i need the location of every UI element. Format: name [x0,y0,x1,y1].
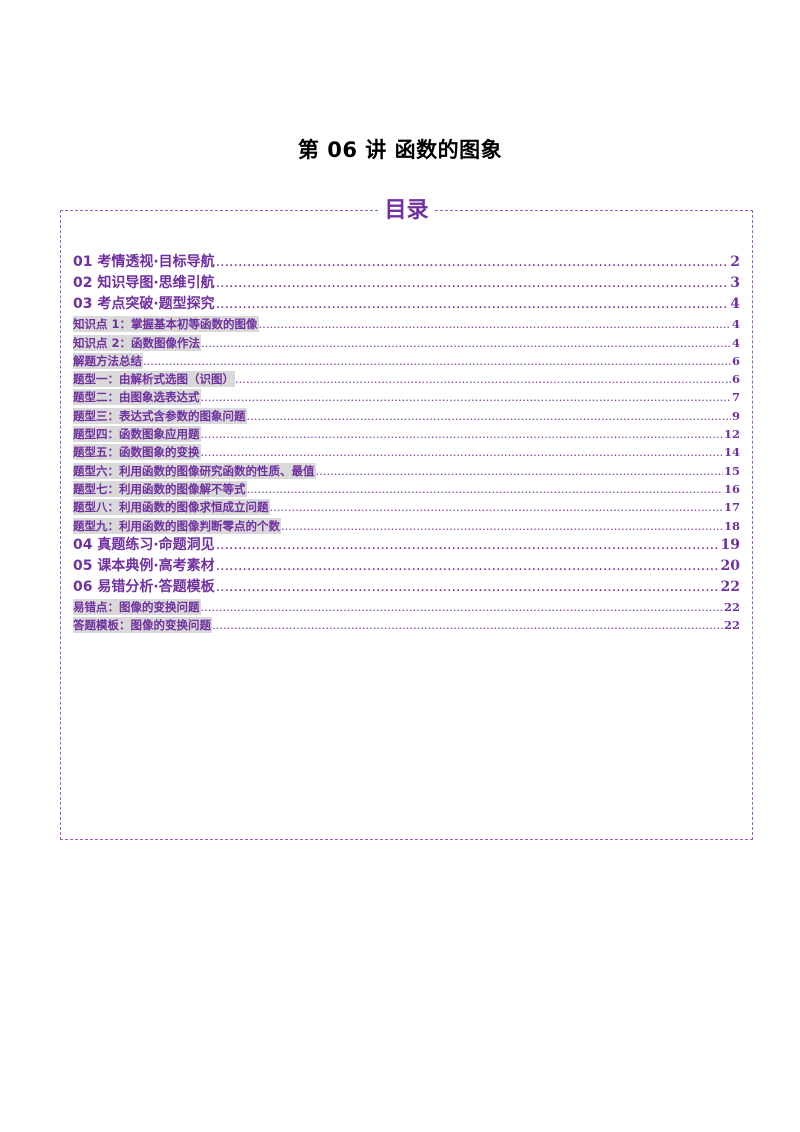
toc-item-page: 7 [731,390,740,405]
toc-leader-dots [216,536,720,555]
toc-leader-dots [201,389,731,405]
toc-leader-dots [201,444,723,460]
page-title: 第 06 讲 函数的图象 [297,138,503,162]
toc-item[interactable]: 01 考情透视·目标导航 2 [73,251,740,272]
toc-item-label: 题型四：函数图象应用题 [73,426,201,443]
toc-item-label: 题型五：函数图象的变换 [73,444,201,461]
toc-item-page: 18 [723,518,740,533]
toc-item[interactable]: 知识点 2：函数图像作法 4 [73,332,740,351]
toc-leader-dots [143,353,731,369]
toc-item[interactable]: 题型五：函数图象的变换 14 [73,442,740,461]
toc-item-label: 题型二：由图象选表达式 [73,389,201,406]
toc-heading: 目录 [380,197,433,225]
toc-leader-dots [201,426,723,442]
toc-leader-dots [259,316,731,332]
toc-item-label: 题型三：表达式含参数的图象问题 [73,407,247,424]
toc-item-label: 06 易错分析·答题模板 [73,578,215,595]
toc-item-page: 22 [723,599,740,614]
toc-item-page: 4 [730,296,740,312]
toc-item[interactable]: 05 课本典例·高考素材 20 [73,555,740,576]
toc-item-page: 4 [731,335,740,350]
toc-leader-dots [247,408,731,424]
toc-item-label: 题型八：利用函数的图像求恒成立问题 [73,499,270,516]
toc-leader-dots [235,371,731,387]
toc-item-page: 9 [731,408,740,423]
toc-heading-wrapper: 目录 [61,197,752,225]
toc-item[interactable]: 题型八：利用函数的图像求恒成立问题 17 [73,497,740,516]
toc-leader-dots [216,253,730,272]
toc-item[interactable]: 题型一：由解析式选图（识图） 6 [73,369,740,388]
toc-item-page: 17 [723,500,740,515]
toc-item[interactable]: 易错点：图像的变换问题 22 [73,597,740,615]
toc-item-page: 6 [731,372,740,387]
toc-item-label: 解题方法总结 [73,352,143,369]
toc-item[interactable]: 03 考点突破·题型探究 4 [73,293,740,314]
toc-item[interactable]: 题型二：由图象选表达式 7 [73,387,740,406]
toc-item-page: 12 [723,427,740,442]
toc-item-label: 05 课本典例·高考素材 [73,557,215,574]
toc-item[interactable]: 06 易错分析·答题模板 22 [73,576,740,597]
toc-leader-dots [247,481,723,497]
toc-item[interactable]: 题型三：表达式含参数的图象问题 9 [73,405,740,424]
toc-list: 01 考情透视·目标导航 2 02 知识导图·思维引航 3 03 考点突破·题型… [73,251,740,634]
toc-item-page: 14 [723,445,740,460]
toc-item-label: 易错点：图像的变换问题 [73,598,201,615]
toc-item-page: 22 [723,618,740,633]
toc-item[interactable]: 题型六：利用函数的图像研究函数的性质、最值 15 [73,460,740,479]
toc-item[interactable]: 知识点 1：掌握基本初等函数的图像 4 [73,314,740,333]
toc-item-label: 03 考点突破·题型探究 [73,296,215,312]
toc-leader-dots [216,578,720,597]
toc-item-label: 答题模板：图像的变换问题 [73,617,212,634]
toc-item-page: 3 [730,275,740,291]
toc-item-page: 2 [730,254,740,270]
toc-item-page: 19 [720,536,740,553]
toc-item-label: 知识点 2：函数图像作法 [73,334,202,351]
toc-leader-dots [216,295,730,314]
toc-item-page: 6 [731,353,740,368]
toc-item[interactable]: 题型九：利用函数的图像判断零点的个数 18 [73,515,740,534]
toc-item-label: 题型九：利用函数的图像判断零点的个数 [73,517,281,534]
toc-leader-dots [201,599,723,615]
toc-item[interactable]: 题型四：函数图象应用题 12 [73,424,740,443]
toc-item-label: 02 知识导图·思维引航 [73,275,215,291]
toc-leader-dots [281,518,723,534]
toc-item-page: 20 [720,557,740,574]
toc-leader-dots [316,463,723,479]
toc-leader-dots [216,274,730,293]
toc-item[interactable]: 02 知识导图·思维引航 3 [73,272,740,293]
toc-item-page: 4 [731,317,740,332]
toc-leader-dots [212,617,723,633]
toc-item-page: 22 [720,578,740,595]
toc-item-page: 15 [723,463,740,478]
toc-item-label: 题型六：利用函数的图像研究函数的性质、最值 [73,462,316,479]
toc-item[interactable]: 04 真题练习·命题洞见 19 [73,534,740,555]
toc-item[interactable]: 解题方法总结 6 [73,351,740,369]
toc-item-label: 题型一：由解析式选图（识图） [73,371,235,388]
toc-leader-dots [201,335,731,351]
toc-leader-dots [270,499,723,515]
toc-item-label: 知识点 1：掌握基本初等函数的图像 [73,316,259,333]
table-of-contents: 目录 01 考情透视·目标导航 2 02 知识导图·思维引航 3 03 考点突破… [60,197,753,840]
toc-item-page: 16 [723,481,740,496]
toc-item[interactable]: 答题模板：图像的变换问题 22 [73,615,740,634]
toc-item-label: 04 真题练习·命题洞见 [73,536,215,553]
toc-item-label: 题型七：利用函数的图像解不等式 [73,480,247,497]
toc-item-label: 01 考情透视·目标导航 [73,254,215,270]
toc-leader-dots [216,557,720,576]
toc-item[interactable]: 题型七：利用函数的图像解不等式 16 [73,479,740,497]
